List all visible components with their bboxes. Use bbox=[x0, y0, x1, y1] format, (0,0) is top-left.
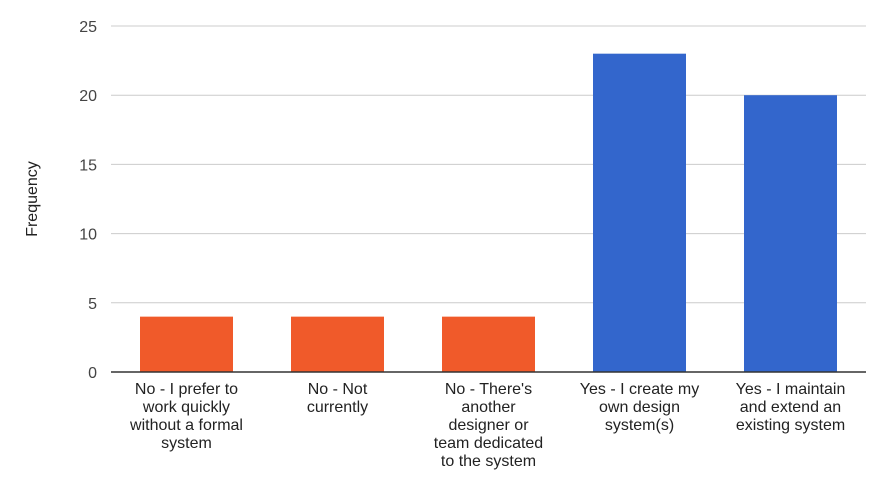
x-tick-label-line: currently bbox=[307, 399, 368, 416]
bars bbox=[140, 53, 837, 373]
x-tick-label-line: Yes - I maintain bbox=[736, 381, 846, 398]
x-tick-label-line: existing system bbox=[736, 417, 845, 434]
x-tick-label-line: and extend an bbox=[740, 399, 841, 416]
x-tick-label-line: work quickly bbox=[142, 399, 230, 416]
x-axis-labels: No - I prefer to work quickly without a fo… bbox=[129, 381, 845, 470]
bar bbox=[442, 316, 535, 372]
y-axis-ticks: 0 5 10 15 20 25 bbox=[79, 19, 97, 382]
x-tick-label: Yes - I create my own design system(s) bbox=[580, 381, 699, 434]
x-tick-label-line: team dedicated bbox=[434, 435, 543, 452]
x-tick-label-line: No - Not bbox=[308, 381, 368, 398]
y-tick-label: 0 bbox=[88, 365, 97, 382]
x-tick-label-line: No - There's bbox=[445, 381, 532, 398]
x-tick-label-line: another bbox=[461, 399, 516, 416]
x-tick-label-line: No - I prefer to bbox=[135, 381, 238, 398]
x-tick-label-line: own design bbox=[599, 399, 680, 416]
y-tick-label: 5 bbox=[88, 296, 97, 313]
x-tick-label-line: system(s) bbox=[605, 417, 674, 434]
x-tick-label-line: system bbox=[161, 435, 212, 452]
y-tick-label: 15 bbox=[79, 157, 97, 174]
y-tick-label: 25 bbox=[79, 19, 97, 36]
y-axis-title: Frequency bbox=[24, 161, 41, 237]
y-tick-label: 20 bbox=[79, 88, 97, 105]
x-tick-label-line: designer or bbox=[448, 417, 529, 434]
x-tick-label: No - I prefer to work quickly without a fo… bbox=[129, 381, 243, 452]
bar bbox=[593, 53, 686, 373]
x-tick-label-line: without a formal bbox=[129, 417, 243, 434]
bar bbox=[291, 316, 384, 372]
x-tick-label: Yes - I maintain and extend an existing sy… bbox=[736, 381, 846, 434]
x-tick-label-line: Yes - I create my bbox=[580, 381, 699, 398]
y-tick-label: 10 bbox=[79, 227, 97, 244]
bar bbox=[744, 95, 837, 372]
x-tick-label-line: to the system bbox=[441, 453, 536, 470]
x-tick-label: No - Not currently bbox=[307, 381, 368, 416]
gridlines bbox=[111, 25, 866, 304]
x-tick-label: No - There's another designer or team dedic… bbox=[434, 381, 543, 470]
bar bbox=[140, 316, 233, 372]
